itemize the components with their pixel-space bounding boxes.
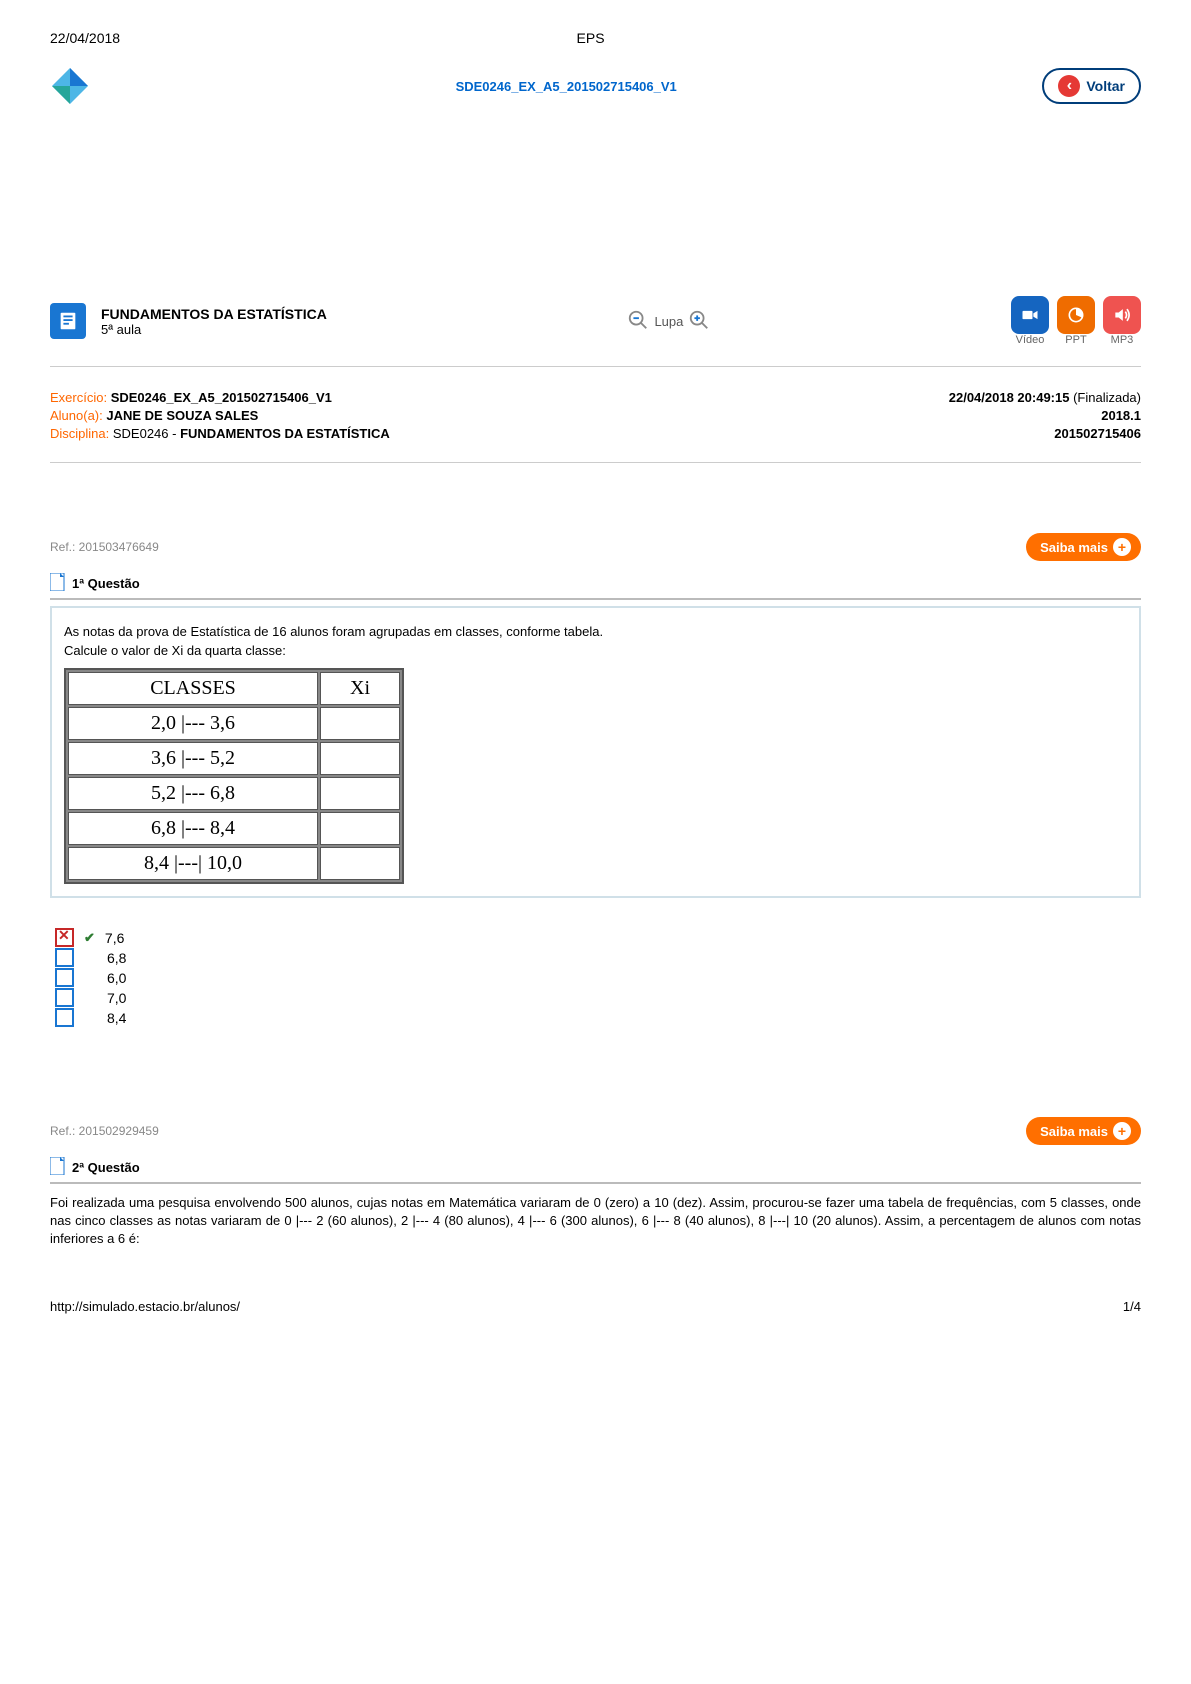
period: 2018.1 xyxy=(949,408,1141,423)
exercise-code-link[interactable]: SDE0246_EX_A5_201502715406_V1 xyxy=(90,79,1042,94)
q1-text2: Calcule o valor de Xi da quarta classe: xyxy=(64,643,1127,658)
page-icon xyxy=(50,1157,66,1178)
q2-header: 2ª Questão xyxy=(50,1153,1141,1184)
video-button[interactable]: Vídeo xyxy=(1011,296,1049,346)
disciplina-code: SDE0246 - xyxy=(113,426,180,441)
answer-option[interactable]: 6,8 xyxy=(55,948,1141,967)
disciplina-label: Disciplina: xyxy=(50,426,113,441)
print-date: 22/04/2018 xyxy=(50,30,120,46)
q1-text1: As notas da prova de Estatística de 16 a… xyxy=(64,624,1127,639)
aluno-label: Aluno(a): xyxy=(50,408,106,423)
th-xi: Xi xyxy=(320,672,400,705)
ppt-button[interactable]: PPT xyxy=(1057,296,1095,346)
ppt-label: PPT xyxy=(1065,334,1086,346)
saiba-label: Saiba mais xyxy=(1040,1124,1108,1139)
q1-header: 1ª Questão xyxy=(50,569,1141,600)
matricula: 201502715406 xyxy=(949,426,1141,441)
mp3-button[interactable]: MP3 xyxy=(1103,296,1141,346)
page-footer: http://simulado.estacio.br/alunos/ 1/4 xyxy=(0,1279,1191,1334)
datetime: 22/04/2018 20:49:15 xyxy=(949,390,1070,405)
table-header-row: CLASSES Xi xyxy=(68,672,400,705)
q2-text: Foi realizada uma pesquisa envolvendo 50… xyxy=(50,1194,1141,1249)
zoom-group: Lupa xyxy=(627,309,710,334)
correct-mark-icon: ✔ xyxy=(84,930,95,946)
exercicio-label: Exercício: xyxy=(50,390,111,405)
answer-option[interactable]: 6,0 xyxy=(55,968,1141,987)
zoom-out-icon[interactable] xyxy=(627,309,649,334)
table-row: 8,4 |---| 10,0 xyxy=(68,847,400,880)
saiba-mais-button-2[interactable]: Saiba mais + xyxy=(1026,1117,1141,1145)
plus-icon: + xyxy=(1113,538,1131,556)
aluno-value: JANE DE SOUZA SALES xyxy=(106,408,258,423)
site-logo-icon xyxy=(50,66,90,106)
q1-answers: ✔ 7,6 6,8 6,0 7,0 8,4 xyxy=(55,928,1141,1027)
saiba-mais-button-1[interactable]: Saiba mais + xyxy=(1026,533,1141,561)
top-header: 22/04/2018 EPS xyxy=(50,30,1141,46)
checkbox-icon xyxy=(55,968,74,987)
video-label: Vídeo xyxy=(1016,334,1045,346)
table-row: 3,6 |--- 5,2 xyxy=(68,742,400,775)
q1-ref: Ref.: 201503476649 xyxy=(50,540,159,554)
th-classes: CLASSES xyxy=(68,672,318,705)
answer-value: 6,8 xyxy=(107,950,126,966)
checkbox-icon xyxy=(55,988,74,1007)
answer-value: 6,0 xyxy=(107,970,126,986)
answer-option[interactable]: 7,0 xyxy=(55,988,1141,1007)
course-subtitle: 5ª aula xyxy=(101,322,327,337)
course-header: FUNDAMENTOS DA ESTATÍSTICA 5ª aula Lupa … xyxy=(50,286,1141,367)
ppt-icon xyxy=(1057,296,1095,334)
disciplina-name: FUNDAMENTOS DA ESTATÍSTICA xyxy=(180,426,390,441)
footer-page: 1/4 xyxy=(1123,1299,1141,1314)
checkbox-icon xyxy=(55,948,74,967)
checkbox-icon xyxy=(55,928,74,947)
audio-icon xyxy=(1103,296,1141,334)
document-icon xyxy=(50,303,86,339)
answer-option[interactable]: ✔ 7,6 xyxy=(55,928,1141,947)
table-row: 6,8 |--- 8,4 xyxy=(68,812,400,845)
plus-icon: + xyxy=(1113,1122,1131,1140)
q1-title: 1ª Questão xyxy=(72,576,140,591)
exercise-info: Exercício: SDE0246_EX_A5_201502715406_V1… xyxy=(50,387,1141,463)
zoom-label: Lupa xyxy=(654,314,683,329)
course-title: FUNDAMENTOS DA ESTATÍSTICA xyxy=(101,306,327,322)
logo-row: SDE0246_EX_A5_201502715406_V1 ‹ Voltar xyxy=(50,66,1141,106)
exercicio-value: SDE0246_EX_A5_201502715406_V1 xyxy=(111,390,332,405)
q2-title: 2ª Questão xyxy=(72,1160,140,1175)
table-row: 2,0 |--- 3,6 xyxy=(68,707,400,740)
answer-value: 7,6 xyxy=(105,930,124,946)
footer-url: http://simulado.estacio.br/alunos/ xyxy=(50,1299,240,1314)
q1-body: As notas da prova de Estatística de 16 a… xyxy=(50,606,1141,898)
page-icon xyxy=(50,573,66,594)
zoom-in-icon[interactable] xyxy=(688,309,710,334)
q2-ref: Ref.: 201502929459 xyxy=(50,1124,159,1138)
status: (Finalizada) xyxy=(1069,390,1141,405)
chevron-left-icon: ‹ xyxy=(1058,75,1080,97)
mp3-label: MP3 xyxy=(1111,334,1134,346)
answer-value: 7,0 xyxy=(107,990,126,1006)
classes-table: CLASSES Xi 2,0 |--- 3,6 3,6 |--- 5,2 5,2… xyxy=(64,668,404,884)
system-name: EPS xyxy=(120,30,1061,46)
table-row: 5,2 |--- 6,8 xyxy=(68,777,400,810)
answer-option[interactable]: 8,4 xyxy=(55,1008,1141,1027)
back-label: Voltar xyxy=(1086,78,1125,94)
saiba-label: Saiba mais xyxy=(1040,540,1108,555)
video-icon xyxy=(1011,296,1049,334)
checkbox-icon xyxy=(55,1008,74,1027)
answer-value: 8,4 xyxy=(107,1010,126,1026)
back-button[interactable]: ‹ Voltar xyxy=(1042,68,1141,104)
